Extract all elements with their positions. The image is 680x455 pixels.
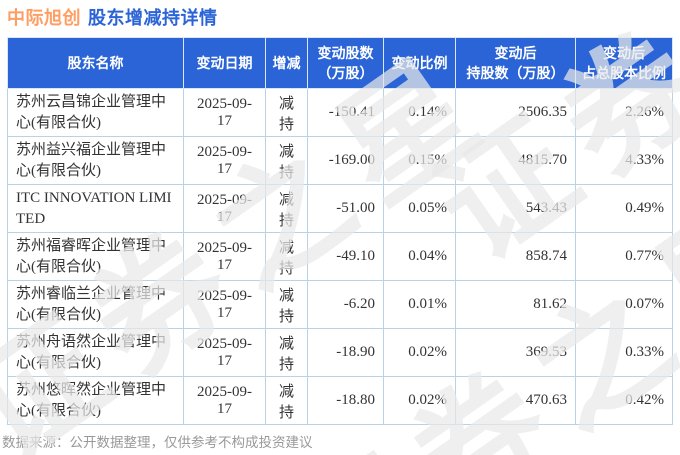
col-header-date: 变动日期: [183, 37, 266, 89]
shareholder-name-cell: 苏州悠晖然企业管理中心(有限合伙): [7, 376, 184, 425]
page-title: 中际旭创 股东增减持详情: [7, 4, 218, 30]
title-text: 股东增减持详情: [88, 8, 218, 28]
shares-after-cell: 369.53: [455, 328, 576, 377]
direction-cell: 减持: [265, 88, 308, 137]
table-row: ITC INNOVATION LIMITED 2025-09-17 减持 -51…: [7, 184, 673, 233]
shares-after-cell: 2506.35: [455, 88, 576, 137]
col-header-shares-after: 变动后 持股数（万股）: [455, 37, 576, 89]
change-shares-cell: -169.00: [307, 136, 384, 185]
shares-after-cell: 81.62: [455, 280, 576, 329]
ratio-after-cell: 0.33%: [575, 328, 673, 377]
shareholder-change-table: 股东名称 变动日期 增减 变动股数 （万股） 变动比例 变动后 持股数（万股） …: [7, 37, 673, 425]
shareholder-name-cell: 苏州睿临兰企业管理中心(有限合伙): [7, 280, 184, 329]
direction-cell: 减持: [265, 376, 308, 425]
stock-name: 中际旭创: [7, 8, 81, 28]
ratio-after-cell: 0.77%: [575, 232, 673, 281]
table-row: 苏州福睿晖企业管理中心(有限合伙) 2025-09-17 减持 -49.10 0…: [7, 232, 673, 281]
ratio-after-cell: 2.26%: [575, 88, 673, 137]
direction-cell: 减持: [265, 136, 308, 185]
change-shares-cell: -49.10: [307, 232, 384, 281]
change-ratio-cell: 0.02%: [383, 376, 456, 425]
ratio-after-cell: 4.33%: [575, 136, 673, 185]
shareholder-name-cell: 苏州益兴福企业管理中心(有限合伙): [7, 136, 184, 185]
change-date-cell: 2025-09-17: [183, 184, 266, 233]
change-shares-cell: -150.41: [307, 88, 384, 137]
table-row: 苏州悠晖然企业管理中心(有限合伙) 2025-09-17 减持 -18.80 0…: [7, 376, 673, 425]
ratio-after-cell: 0.07%: [575, 280, 673, 329]
table-body: 苏州云昌锦企业管理中心(有限合伙) 2025-09-17 减持 -150.41 …: [7, 88, 673, 425]
change-shares-cell: -6.20: [307, 280, 384, 329]
change-date-cell: 2025-09-17: [183, 328, 266, 377]
direction-cell: 减持: [265, 328, 308, 377]
change-date-cell: 2025-09-17: [183, 88, 266, 137]
header-row: 股东名称 变动日期 增减 变动股数 （万股） 变动比例 变动后 持股数（万股） …: [7, 37, 673, 89]
table-row: 苏州睿临兰企业管理中心(有限合伙) 2025-09-17 减持 -6.20 0.…: [7, 280, 673, 329]
ratio-after-cell: 0.42%: [575, 376, 673, 425]
col-header-direction: 增减: [265, 37, 308, 89]
change-date-cell: 2025-09-17: [183, 136, 266, 185]
change-shares-cell: -18.90: [307, 328, 384, 377]
change-shares-cell: -51.00: [307, 184, 384, 233]
shareholder-name-cell: 苏州舟语然企业管理中心(有限合伙): [7, 328, 184, 377]
direction-cell: 减持: [265, 184, 308, 233]
change-ratio-cell: 0.05%: [383, 184, 456, 233]
col-header-change-ratio: 变动比例: [383, 37, 456, 89]
change-date-cell: 2025-09-17: [183, 232, 266, 281]
shares-after-cell: 470.63: [455, 376, 576, 425]
table-row: 苏州益兴福企业管理中心(有限合伙) 2025-09-17 减持 -169.00 …: [7, 136, 673, 185]
data-source-note: 数据来源：公开数据整理，仅供参考不构成投资建议: [2, 435, 313, 450]
direction-cell: 减持: [265, 232, 308, 281]
col-header-ratio-after: 变动后 占总股本比例: [575, 37, 673, 89]
change-ratio-cell: 0.01%: [383, 280, 456, 329]
change-date-cell: 2025-09-17: [183, 280, 266, 329]
change-ratio-cell: 0.15%: [383, 136, 456, 185]
change-date-cell: 2025-09-17: [183, 376, 266, 425]
shareholder-name-cell: 苏州福睿晖企业管理中心(有限合伙): [7, 232, 184, 281]
change-ratio-cell: 0.14%: [383, 88, 456, 137]
col-header-shareholder: 股东名称: [7, 37, 184, 89]
change-ratio-cell: 0.02%: [383, 328, 456, 377]
change-shares-cell: -18.80: [307, 376, 384, 425]
shareholder-name-cell: 苏州云昌锦企业管理中心(有限合伙): [7, 88, 184, 137]
change-ratio-cell: 0.04%: [383, 232, 456, 281]
shares-after-cell: 4815.70: [455, 136, 576, 185]
ratio-after-cell: 0.49%: [575, 184, 673, 233]
table-row: 苏州舟语然企业管理中心(有限合伙) 2025-09-17 减持 -18.90 0…: [7, 328, 673, 377]
table-header: 股东名称 变动日期 增减 变动股数 （万股） 变动比例 变动后 持股数（万股） …: [7, 37, 673, 89]
shareholder-name-cell: ITC INNOVATION LIMITED: [7, 184, 184, 233]
col-header-change-shares: 变动股数 （万股）: [307, 37, 384, 89]
shares-after-cell: 858.74: [455, 232, 576, 281]
shares-after-cell: 543.43: [455, 184, 576, 233]
table-row: 苏州云昌锦企业管理中心(有限合伙) 2025-09-17 减持 -150.41 …: [7, 88, 673, 137]
direction-cell: 减持: [265, 280, 308, 329]
